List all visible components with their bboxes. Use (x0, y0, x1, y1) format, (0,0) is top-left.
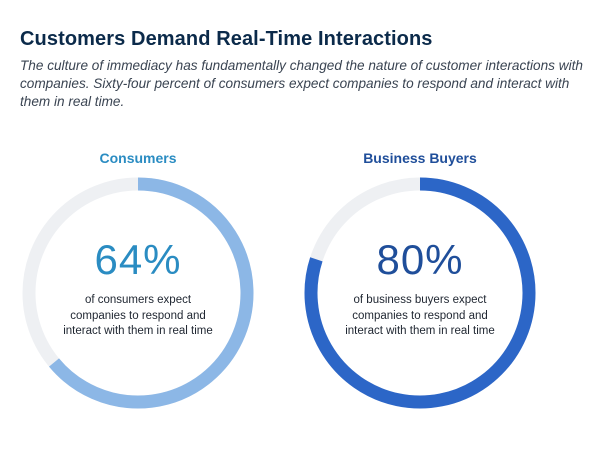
business-buyers-percent: 80% (376, 236, 464, 283)
page-subtitle: The culture of immediacy has fundamental… (20, 58, 583, 109)
consumers-ring-value-arc (49, 177, 254, 409)
consumers-ring: 64% of consumers expect companies to res… (18, 173, 258, 413)
business-buyers-ring: 80% of business buyers expect companies … (300, 173, 540, 413)
page-title: Customers Demand Real-Time Interactions (20, 28, 433, 50)
business-buyers-ring-value-arc (304, 177, 536, 409)
consumers-ring-svg (22, 177, 254, 409)
consumers-percent: 64% (94, 236, 182, 283)
business-buyers-ring-svg (304, 177, 536, 409)
consumers-caption: of consumers expect companies to respond… (63, 294, 213, 337)
consumers-chart-title: Consumers (99, 150, 177, 166)
business-buyers-caption: of business buyers expect companies to r… (345, 294, 495, 337)
business-buyers-chart-title: Business Buyers (363, 150, 477, 166)
